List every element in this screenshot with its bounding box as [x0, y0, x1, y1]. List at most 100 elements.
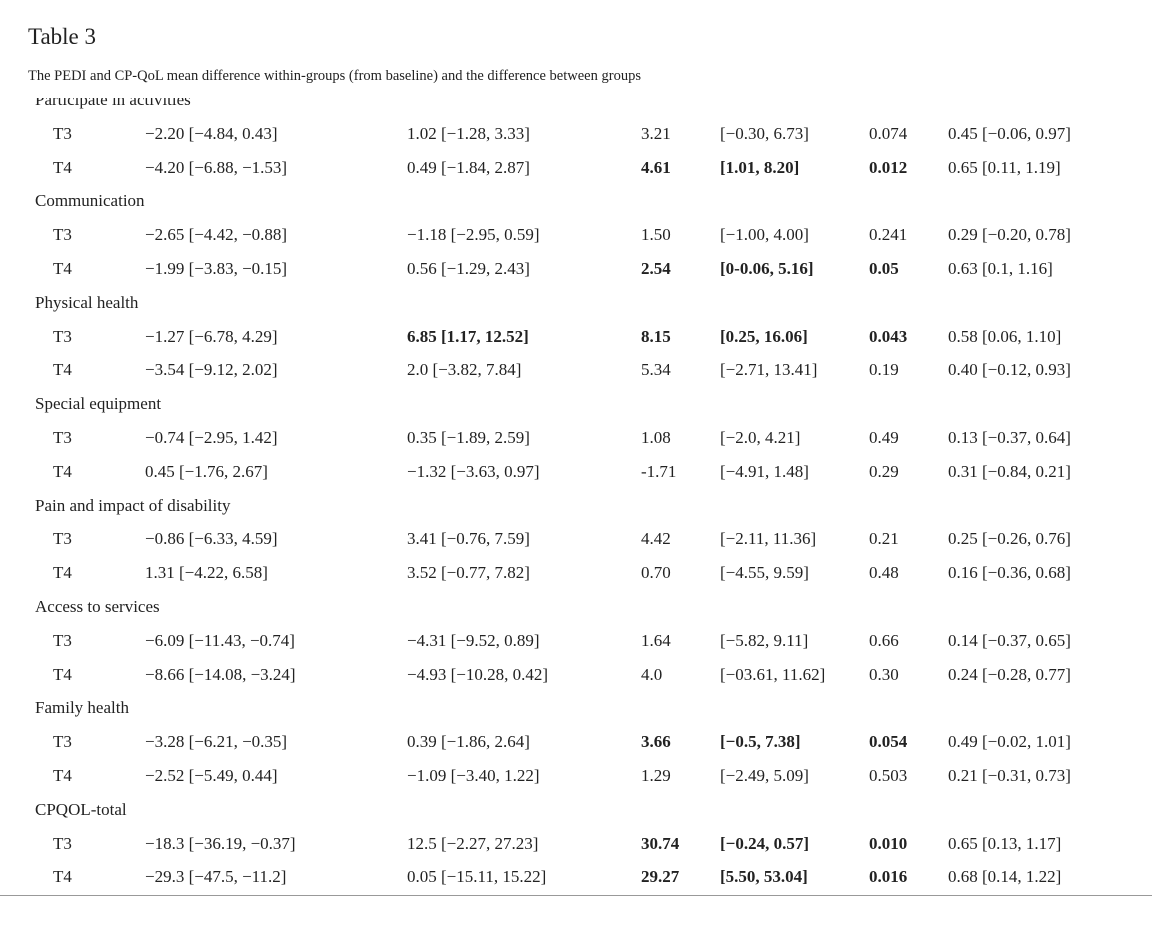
cell: 0.48	[869, 563, 899, 583]
cell: −29.3 [−47.5, −11.2]	[145, 867, 287, 887]
cell: 0.68 [0.14, 1.22]	[948, 867, 1062, 887]
row-label: T3	[53, 326, 72, 346]
cell: 0.49 [−0.02, 1.01]	[948, 732, 1071, 752]
cell: 0.074	[869, 123, 908, 143]
cell: 0.70	[641, 563, 671, 583]
cell: 0.65 [0.13, 1.17]	[948, 833, 1062, 853]
cell: −6.09 [−11.43, −0.74]	[145, 630, 295, 650]
cell: 3.52 [−0.77, 7.82]	[407, 563, 530, 583]
cell: 0.29	[869, 461, 899, 481]
cell: 0.25 [−0.26, 0.76]	[948, 529, 1071, 549]
cell: 2.0 [−3.82, 7.84]	[407, 360, 522, 380]
section-title: Pain and impact of disability	[35, 495, 231, 515]
row-label: T4	[53, 461, 72, 481]
cell: 29.27	[641, 867, 680, 887]
cell: 12.5 [−2.27, 27.23]	[407, 833, 539, 853]
cell: 0.66	[869, 630, 899, 650]
cell: 0.016	[869, 867, 908, 887]
cell: 30.74	[641, 833, 680, 853]
cell: −1.27 [−6.78, 4.29]	[145, 326, 278, 346]
row-label: T4	[53, 563, 72, 583]
cell: 0.21 [−0.31, 0.73]	[948, 766, 1071, 785]
cell: [1.01, 8.20]	[720, 157, 800, 177]
cell: 3.66	[641, 732, 671, 752]
cell: [0.25, 16.06]	[720, 326, 808, 346]
cell: 0.05	[869, 259, 899, 278]
table-title: Table 3	[28, 24, 97, 49]
cell: 0.14 [−0.37, 0.65]	[948, 630, 1071, 650]
cell: 0.21	[869, 529, 899, 549]
cell: [−2.0, 4.21]	[720, 428, 801, 447]
section-title: Access to services	[35, 597, 160, 616]
cell: 3.21	[641, 123, 671, 143]
row-label: T3	[53, 529, 72, 549]
table-caption: The PEDI and CP-QoL mean difference with…	[28, 68, 641, 84]
cell: 4.61	[641, 157, 671, 177]
cell: [−2.11, 11.36]	[720, 529, 817, 549]
cell: 0.29 [−0.20, 0.78]	[948, 225, 1071, 245]
cell: [0-0.06, 5.16]	[720, 259, 814, 278]
cell: −1.32 [−3.63, 0.97]	[407, 461, 540, 481]
cell: [−2.71, 13.41]	[720, 360, 818, 380]
cell: 6.85 [1.17, 12.52]	[407, 326, 529, 346]
cell: 1.29	[641, 766, 671, 785]
cell: [−0.5, 7.38]	[720, 732, 801, 752]
cell: 0.31 [−0.84, 0.21]	[948, 461, 1071, 481]
cell: 0.49	[869, 428, 899, 447]
table: Participate in activities T3 −2.20 [−4.84,…	[0, 98, 1152, 896]
cell: 4.0	[641, 664, 663, 684]
section-title: Family health	[35, 698, 129, 718]
cell: 0.503	[869, 766, 908, 785]
cell: −1.99 [−3.83, −0.15]	[145, 259, 288, 278]
cell: 3.41 [−0.76, 7.59]	[407, 529, 530, 549]
cell: 0.16 [−0.36, 0.68]	[948, 563, 1071, 583]
cell: [−5.82, 9.11]	[720, 630, 809, 650]
cell: 0.58 [0.06, 1.10]	[948, 326, 1062, 346]
cell: −4.31 [−9.52, 0.89]	[407, 630, 540, 650]
cell: 0.45 [−0.06, 0.97]	[948, 123, 1071, 143]
cell: 5.34	[641, 360, 671, 380]
cell: 1.50	[641, 225, 671, 245]
cell: 0.49 [−1.84, 2.87]	[407, 157, 530, 177]
cell: 2.54	[641, 259, 671, 278]
cell: 1.31 [−4.22, 6.58]	[145, 563, 268, 583]
cell: 1.64	[641, 630, 671, 650]
row-label: T3	[53, 123, 72, 143]
cell: [5.50, 53.04]	[720, 867, 808, 887]
cell: −4.20 [−6.88, −1.53]	[145, 157, 288, 177]
cell: -1.71	[641, 461, 677, 481]
section-title: Communication	[35, 191, 145, 211]
cell: −3.28 [−6.21, −0.35]	[145, 732, 288, 752]
cell: 0.054	[869, 732, 908, 752]
cell: −2.65 [−4.42, −0.88]	[145, 225, 288, 245]
section-title: CPQOL-total	[35, 799, 127, 819]
cell: [−4.91, 1.48]	[720, 461, 809, 481]
cell: −4.93 [−10.28, 0.42]	[407, 664, 548, 684]
row-label: T3	[53, 225, 72, 245]
cell: −3.54 [−9.12, 2.02]	[145, 360, 278, 380]
section-title: Special equipment	[35, 394, 162, 414]
cell: −2.52 [−5.49, 0.44]	[145, 766, 278, 785]
cell: 0.012	[869, 157, 908, 177]
cell: [−0.24, 0.57]	[720, 833, 810, 853]
cell: 0.043	[869, 326, 908, 346]
cell: 0.45 [−1.76, 2.67]	[145, 461, 268, 481]
row-label: T3	[53, 732, 72, 752]
cell: [−4.55, 9.59]	[720, 563, 809, 583]
cell: 0.241	[869, 225, 908, 245]
section-title: Participate in activities	[35, 98, 191, 109]
cell: −2.20 [−4.84, 0.43]	[145, 123, 278, 143]
row-label: T4	[53, 360, 72, 380]
cell: 0.40 [−0.12, 0.93]	[948, 360, 1071, 380]
cell: 8.15	[641, 326, 671, 346]
cell: 0.39 [−1.86, 2.64]	[407, 732, 530, 752]
cell: [−03.61, 11.62]	[720, 664, 826, 684]
cell: 0.63 [0.1, 1.16]	[948, 259, 1053, 278]
row-label: T4	[53, 766, 72, 785]
cell: 1.02 [−1.28, 3.33]	[407, 123, 530, 143]
cell: [−0.30, 6.73]	[720, 123, 809, 143]
cell: −18.3 [−36.19, −0.37]	[145, 833, 296, 853]
cell: [−2.49, 5.09]	[720, 766, 809, 785]
cell: 0.05 [−15.11, 15.22]	[407, 867, 547, 887]
